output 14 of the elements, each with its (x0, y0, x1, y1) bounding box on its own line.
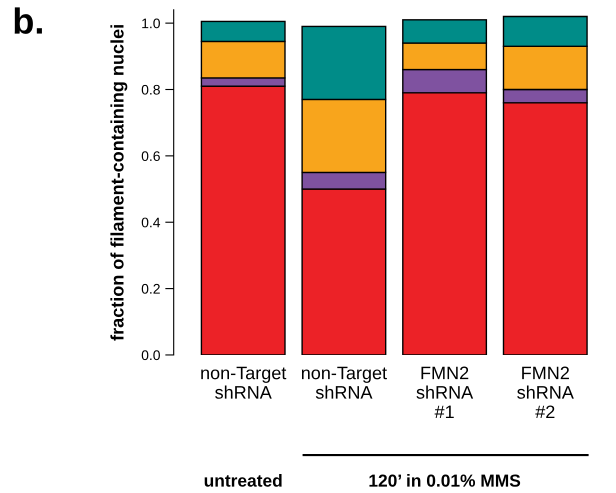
y-tick-label: 0.6 (142, 151, 160, 162)
y-axis-title: fraction of filament-containing nuclei (110, 25, 128, 341)
text: untreated (204, 474, 282, 487)
x-tick-label: non-Target shRNA (302, 366, 387, 399)
y-tick-label: 1.0 (142, 18, 160, 28)
y-tick-label: 0.0 (142, 350, 160, 360)
text: 120’ in 0.01% MMS (369, 474, 520, 487)
x-tick-label: FMN2 shRNA #1 (416, 366, 474, 418)
text: b. (14, 7, 42, 34)
x-tick-label: non-Target shRNA (201, 366, 286, 399)
y-tick-label: 0.8 (142, 84, 160, 95)
y-tick-label: 0.2 (142, 284, 160, 294)
x-tick-label: FMN2 shRNA #2 (517, 366, 574, 418)
y-tick-label: 0.4 (142, 218, 160, 228)
